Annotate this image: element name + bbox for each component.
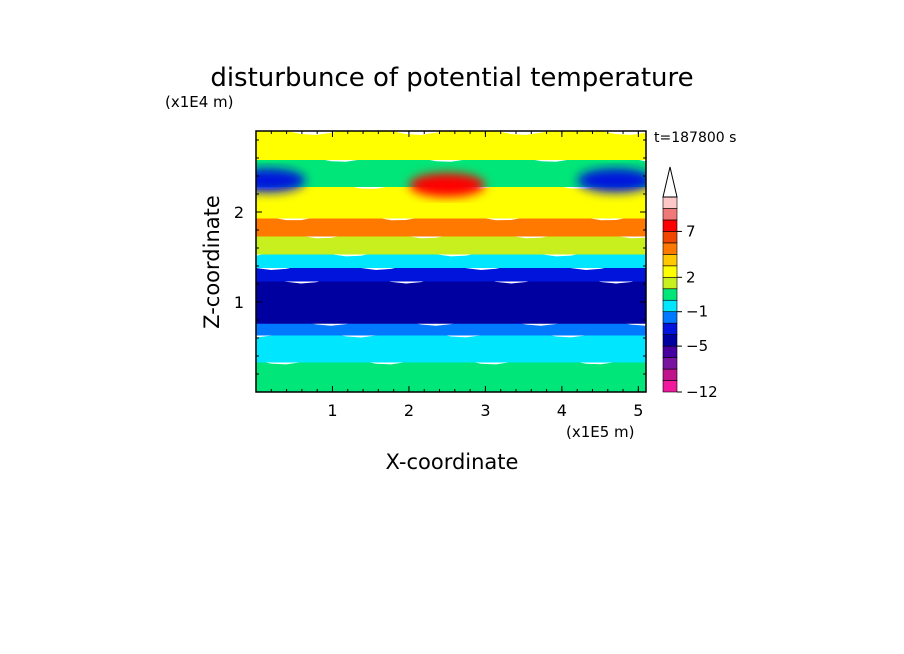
colorbar: −12−5−127 [662, 166, 718, 401]
colorbar-label: 2 [686, 268, 696, 286]
field-feature-cold-pool-right [577, 168, 646, 193]
field-band [256, 154, 646, 187]
colorbar-swatch [662, 311, 678, 324]
field-band [256, 248, 646, 268]
field-band [256, 131, 646, 160]
colorbar-swatch [662, 345, 678, 358]
plot-area [256, 131, 646, 392]
x-tick-label: 3 [480, 401, 490, 420]
colorbar-swatch [662, 254, 678, 267]
colorbar-swatch [662, 334, 678, 347]
colorbar-swatch [662, 368, 678, 381]
plot-frame [255, 130, 647, 393]
colorbar-swatch [662, 219, 678, 232]
field-band [256, 181, 646, 219]
y-axis: 12 [234, 139, 646, 375]
time-label: t=187800 s [654, 130, 736, 146]
field-features [256, 168, 646, 197]
colorbar-swatch [662, 231, 678, 244]
colorbar-swatch [662, 299, 678, 313]
x-tick-label: 5 [633, 401, 643, 420]
field-bands [256, 131, 646, 392]
x-unit-label: (x1E5 m) [566, 423, 635, 441]
x-tick-label: 4 [557, 401, 567, 420]
x-axis: 1 2 3 4 5 [270, 131, 643, 420]
colorbar-swatch [662, 242, 678, 255]
y-unit-label: (x1E4 m) [165, 93, 234, 111]
field-band [256, 329, 646, 363]
colorbar-label: 7 [686, 222, 696, 240]
colorbar-label: −5 [686, 337, 708, 355]
colorbar-label: −12 [686, 383, 718, 401]
colorbar-label: −1 [686, 303, 708, 321]
field-feature-warm-core-upper [409, 173, 486, 197]
colorbar-swatch [662, 322, 678, 335]
colorbar-swatch [662, 288, 678, 301]
colorbar-swatch [662, 196, 678, 209]
colorbar-swatch [662, 208, 678, 221]
colorbar-swatch [662, 357, 678, 370]
y-axis-label: Z-coordinate [200, 195, 224, 329]
x-tick-label: 1 [327, 401, 337, 420]
field-band [256, 275, 646, 324]
field-feature-cold-pool-left [256, 168, 306, 193]
y-tick-label: 1 [234, 293, 244, 312]
field-band [256, 356, 646, 392]
x-axis-label: X-coordinate [386, 450, 519, 474]
chart-title: disturbunce of potential temperature [210, 63, 693, 93]
colorbar-extend-arrow [662, 166, 678, 198]
colorbar-swatch [662, 380, 678, 393]
y-tick-label: 2 [234, 203, 244, 222]
x-tick-label: 2 [404, 401, 414, 420]
colorbar-swatch [662, 265, 678, 278]
colorbar-swatch [662, 276, 678, 290]
